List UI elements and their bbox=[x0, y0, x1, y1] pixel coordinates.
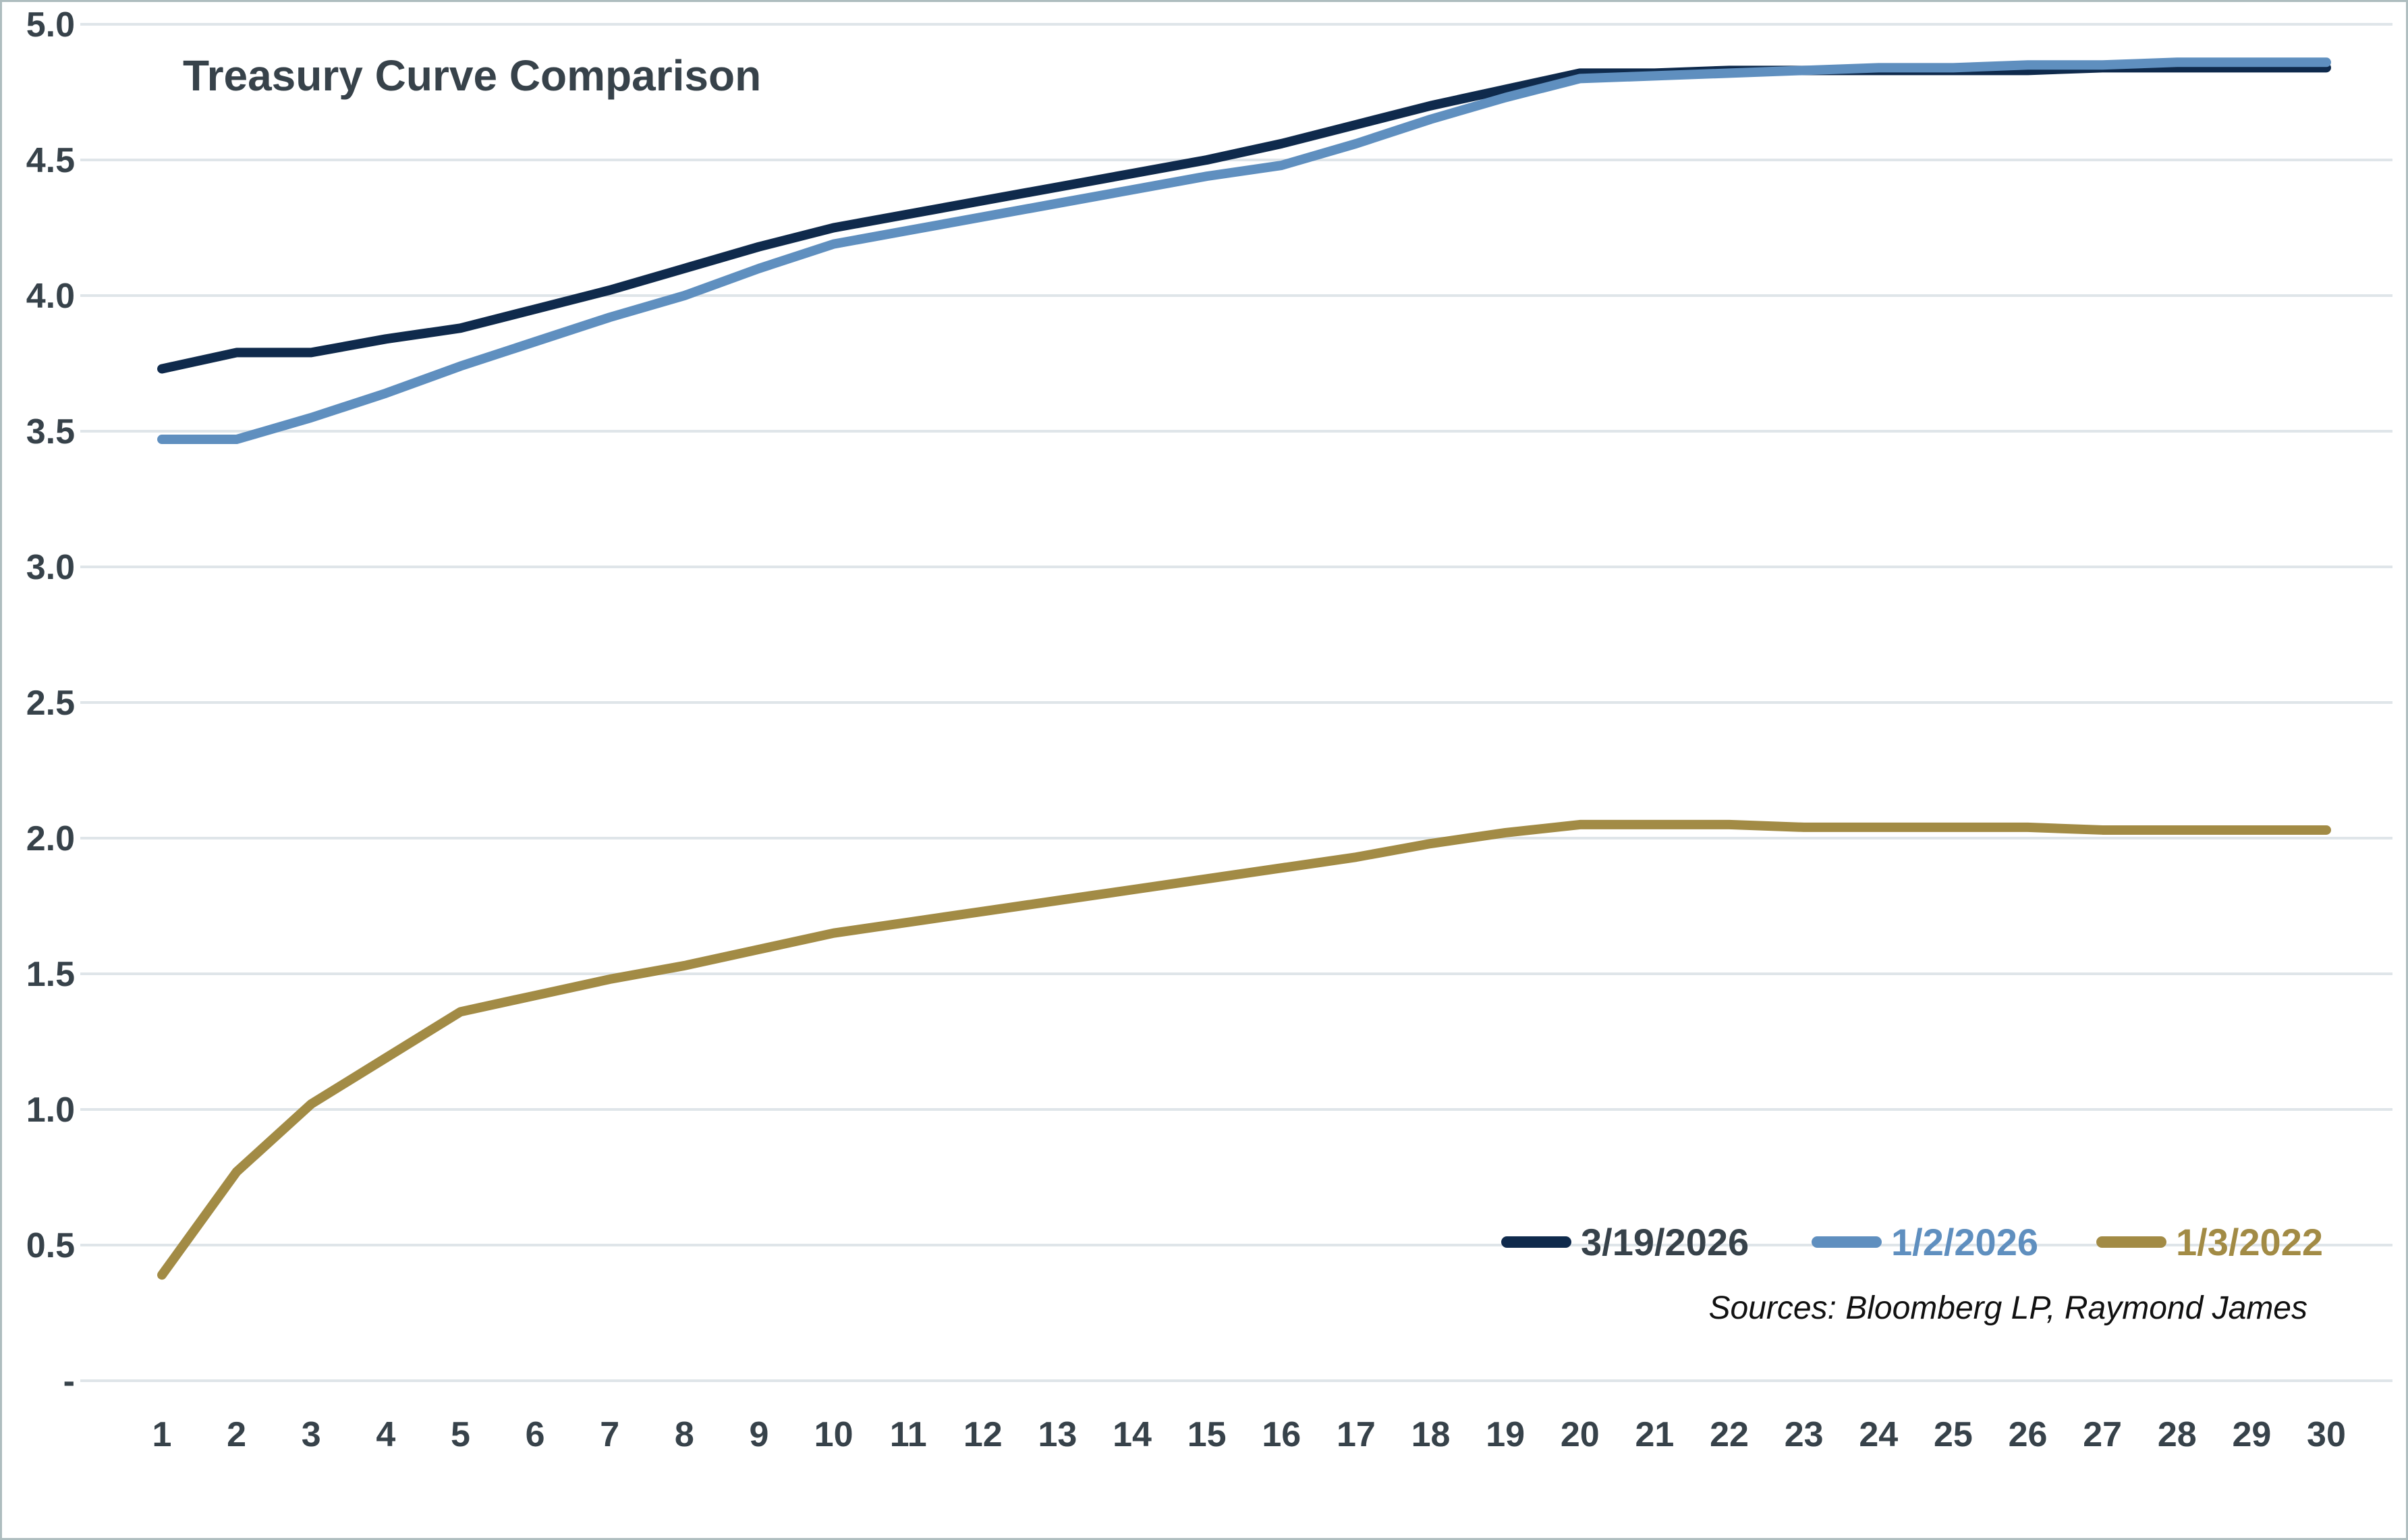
x-tick-label: 28 bbox=[2158, 1415, 2197, 1454]
gridlines bbox=[80, 23, 2392, 1382]
series-line-1-2-2026 bbox=[157, 57, 2331, 445]
y-tick-label: 1.5 bbox=[26, 955, 75, 994]
y-tick-label: 4.5 bbox=[26, 141, 75, 180]
x-tick-label: 5 bbox=[451, 1415, 470, 1454]
x-tick-label: 12 bbox=[963, 1415, 1003, 1454]
legend-item-3-19-2026: 3/19/2026 bbox=[1501, 1219, 1749, 1264]
y-tick-label: 4.0 bbox=[26, 277, 75, 316]
series-line-1-3-2022 bbox=[157, 819, 2331, 1280]
x-tick-label: 17 bbox=[1337, 1415, 1376, 1454]
x-tick-label: 10 bbox=[814, 1415, 853, 1454]
legend-label: 3/19/2026 bbox=[1581, 1220, 1749, 1263]
legend-swatch-blue bbox=[1812, 1236, 1882, 1248]
x-tick-label: 6 bbox=[526, 1415, 545, 1454]
x-tick-label: 7 bbox=[600, 1415, 619, 1454]
legend-swatch-gold bbox=[2096, 1236, 2166, 1248]
chart-title: Treasury Curve Comparison bbox=[183, 51, 762, 100]
x-tick-label: 26 bbox=[2009, 1415, 2048, 1454]
legend-label: 1/3/2022 bbox=[2176, 1220, 2323, 1263]
y-tick-label: 1.0 bbox=[26, 1091, 75, 1130]
x-tick-label: 15 bbox=[1187, 1415, 1227, 1454]
x-tick-label: 4 bbox=[376, 1415, 395, 1454]
x-tick-label: 1 bbox=[152, 1415, 172, 1454]
legend-item-1-2-2026: 1/2/2026 bbox=[1812, 1219, 2038, 1264]
x-tick-label: 25 bbox=[1934, 1415, 1973, 1454]
x-tick-label: 30 bbox=[2307, 1415, 2346, 1454]
x-tick-label: 2 bbox=[227, 1415, 246, 1454]
x-tick-label: 11 bbox=[890, 1415, 927, 1454]
x-tick-label: 18 bbox=[1411, 1415, 1451, 1454]
x-tick-label: 3 bbox=[302, 1415, 321, 1454]
x-tick-label: 19 bbox=[1486, 1415, 1525, 1454]
x-tick-label: 24 bbox=[1859, 1415, 1898, 1454]
series-line-3-19-2026 bbox=[157, 63, 2331, 374]
x-tick-label: 20 bbox=[1561, 1415, 1600, 1454]
x-tick-label: 14 bbox=[1113, 1415, 1152, 1454]
y-tick-label: 2.5 bbox=[26, 684, 75, 723]
legend-label: 1/2/2026 bbox=[1891, 1220, 2038, 1263]
x-tick-label: 16 bbox=[1262, 1415, 1301, 1454]
y-tick-label: 2.0 bbox=[26, 819, 75, 858]
legend-item-1-3-2022: 1/3/2022 bbox=[2096, 1219, 2323, 1264]
y-tick-label: 0.5 bbox=[26, 1226, 75, 1265]
x-axis-tick-labels: 1 2 3 4 5 6 7 8 9 10 11 12 13 14 15 16 17 18 19 20 21 22 23 24 2… bbox=[152, 1415, 2346, 1454]
y-tick-label: 3.5 bbox=[26, 412, 75, 451]
y-tick-label: 5.0 bbox=[26, 5, 75, 45]
legend: 3/19/2026 1/2/2026 1/3/2022 bbox=[2, 1219, 2406, 1264]
x-tick-label: 27 bbox=[2083, 1415, 2122, 1454]
x-tick-label: 29 bbox=[2232, 1415, 2271, 1454]
x-tick-label: 21 bbox=[1635, 1415, 1674, 1454]
x-tick-label: 13 bbox=[1038, 1415, 1077, 1454]
y-axis-tick-labels: 5.0 4.5 4.0 3.5 3.0 2.5 2.0 1.5 1.0 0.5 - bbox=[26, 5, 75, 1401]
legend-swatch-navy bbox=[1501, 1236, 1571, 1248]
x-tick-label: 22 bbox=[1710, 1415, 1749, 1454]
series-lines bbox=[157, 57, 2331, 1280]
sources-note: Sources: Bloomberg LP, Raymond James bbox=[1708, 1290, 2307, 1326]
x-tick-label: 8 bbox=[675, 1415, 694, 1454]
y-tick-label: 3.0 bbox=[26, 548, 75, 587]
y-tick-label: - bbox=[63, 1362, 75, 1401]
x-tick-label: 23 bbox=[1785, 1415, 1824, 1454]
x-tick-label: 9 bbox=[749, 1415, 768, 1454]
